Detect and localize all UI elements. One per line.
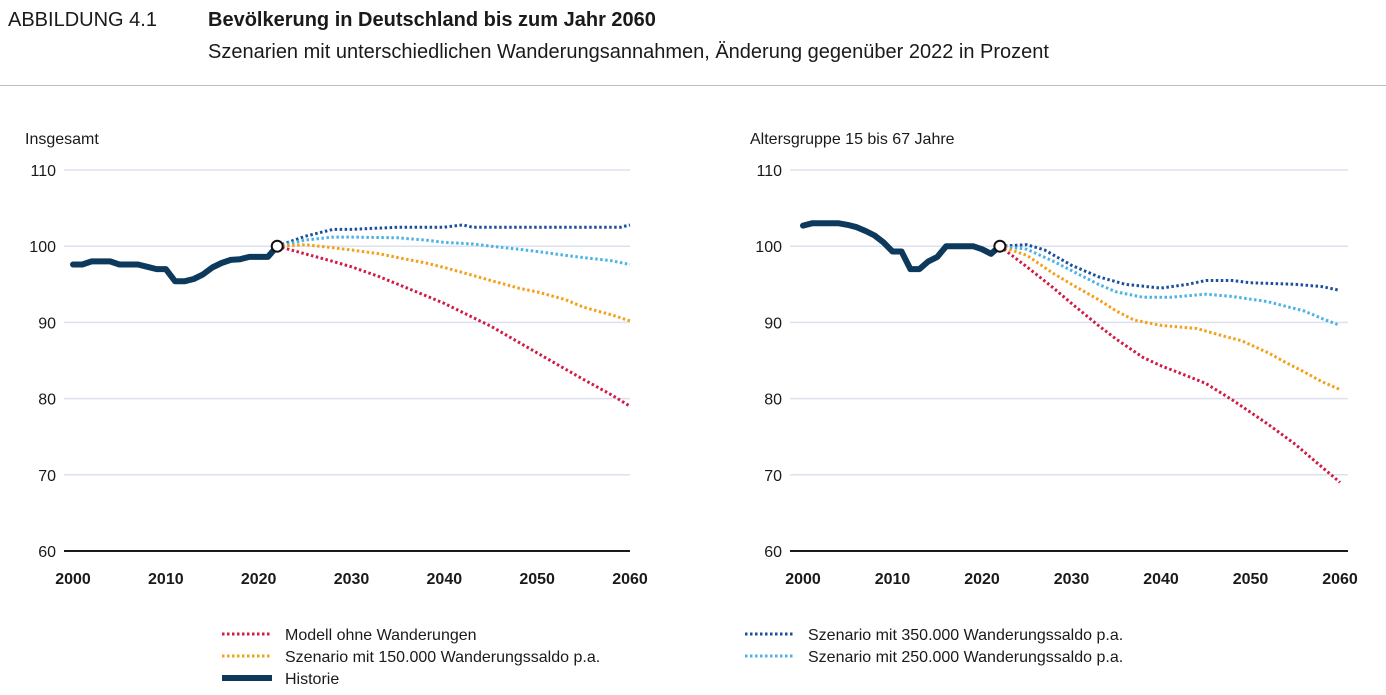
x-tick-label: 2020 xyxy=(964,571,1000,588)
y-tick-label: 80 xyxy=(764,392,782,409)
x-tick-label: 2030 xyxy=(1054,571,1090,588)
x-tick-label: 2020 xyxy=(241,571,277,588)
header-divider xyxy=(0,85,1386,86)
x-tick-label: 2060 xyxy=(1322,571,1358,588)
y-tick-label: 110 xyxy=(756,163,782,180)
x-tick-label: 2060 xyxy=(612,571,648,588)
y-tick-label: 100 xyxy=(755,239,782,256)
x-tick-label: 2010 xyxy=(148,571,184,588)
series-line-szenario-mit-250-000-wanderungssaldo-p-a- xyxy=(999,244,1341,327)
x-tick-label: 2050 xyxy=(1233,571,1269,588)
chart-panel-1: Insgesamt 60 70 80 90 100 110 2000 2010 2020 2030 2… xyxy=(25,131,648,588)
legend-item: Szenario mit 250.000 Wanderungssaldo p.a… xyxy=(745,649,1123,666)
legend-label: Szenario mit 350.000 Wanderungssaldo p.a… xyxy=(808,627,1123,644)
x-tick-label: 2010 xyxy=(875,571,911,588)
y-tick-label: 100 xyxy=(29,239,56,256)
legend-item: Modell ohne Wanderungen xyxy=(222,627,477,644)
legend-label: Szenario mit 150.000 Wanderungssaldo p.a… xyxy=(285,649,600,666)
series-line-szenario-mit-150-000-wanderungssaldo-p-a- xyxy=(277,243,631,323)
series-line-modell-ohne-wanderungen xyxy=(998,245,1341,484)
y-tick-label: 80 xyxy=(38,392,56,409)
legend-item: Szenario mit 150.000 Wanderungssaldo p.a… xyxy=(222,649,600,666)
series-line-modell-ohne-wanderungen xyxy=(276,244,631,408)
x-tick-label: 2030 xyxy=(334,571,370,588)
legend-label: Historie xyxy=(285,671,339,688)
legend-item: Szenario mit 350.000 Wanderungssaldo p.a… xyxy=(745,627,1123,644)
y-tick-label: 70 xyxy=(38,468,56,485)
y-tick-label: 70 xyxy=(764,468,782,485)
series-line-szenario-mit-150-000-wanderungssaldo-p-a- xyxy=(999,244,1341,391)
legend-label: Modell ohne Wanderungen xyxy=(285,627,477,644)
figure-title: Bevölkerung in Deutschland bis zum Jahr … xyxy=(208,9,656,31)
legend: Modell ohne Wanderungen Szenario mit 150.… xyxy=(222,627,1123,688)
series-line-szenario-mit-350-000-wanderungssaldo-p-a- xyxy=(999,243,1341,292)
x-tick-label: 2000 xyxy=(55,571,91,588)
legend-item: Historie xyxy=(222,671,339,688)
y-tick-label: 60 xyxy=(764,544,782,561)
figure-subtitle: Szenarien mit unterschiedlichen Wanderun… xyxy=(208,41,1049,63)
chart-title: Insgesamt xyxy=(25,131,99,148)
base-year-marker xyxy=(993,239,1007,253)
series-line-historie xyxy=(70,243,281,285)
x-tick-label: 2050 xyxy=(519,571,555,588)
y-tick-label: 90 xyxy=(764,315,782,332)
y-tick-label: 110 xyxy=(30,163,56,180)
y-tick-label: 60 xyxy=(38,544,56,561)
y-tick-label: 90 xyxy=(38,315,56,332)
base-year-marker xyxy=(270,239,284,253)
series-line-historie xyxy=(800,220,1003,273)
legend-label: Szenario mit 250.000 Wanderungssaldo p.a… xyxy=(808,649,1123,666)
chart-title: Altersgruppe 15 bis 67 Jahre xyxy=(750,131,955,148)
x-tick-label: 2000 xyxy=(785,571,821,588)
figure-label: ABBILDUNG 4.1 xyxy=(8,9,157,31)
x-tick-label: 2040 xyxy=(427,571,463,588)
series-line-szenario-mit-250-000-wanderungssaldo-p-a- xyxy=(276,235,631,266)
x-tick-label: 2040 xyxy=(1143,571,1179,588)
chart-panel-2: Altersgruppe 15 bis 67 Jahre 60 70 80 90 100 1… xyxy=(750,131,1358,588)
